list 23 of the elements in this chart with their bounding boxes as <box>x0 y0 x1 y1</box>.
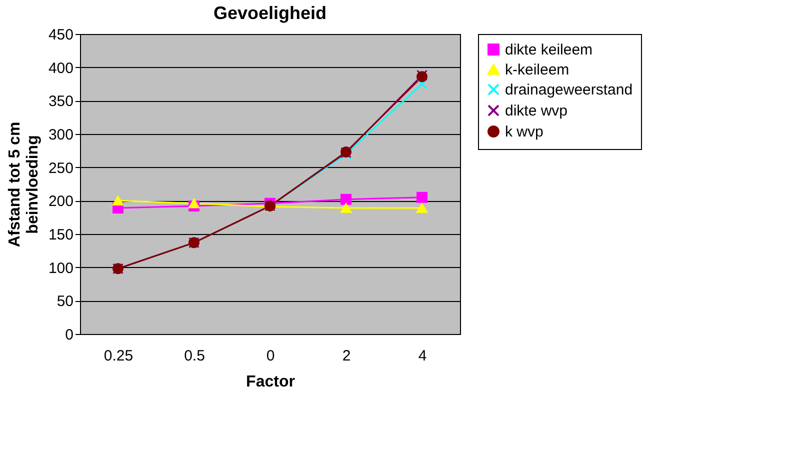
x-tick-label: 2 <box>342 348 351 364</box>
y-tick-label: 200 <box>48 193 74 210</box>
y-tick-label: 350 <box>48 93 74 110</box>
legend-label: drainageweerstand <box>505 82 633 98</box>
y-tick-label: 450 <box>48 26 74 44</box>
x-tick-label: 0.5 <box>184 348 205 364</box>
y-tick-label: 100 <box>48 260 74 277</box>
y-axis-title: Afstand tot 5 cm beinvloeding <box>6 122 42 248</box>
legend-label: k-keileem <box>505 62 570 78</box>
legend-label: k wvp <box>505 124 544 140</box>
y-tick-label: 300 <box>48 126 74 144</box>
legend-label: dikte wvp <box>505 102 568 120</box>
x-tick-label: 0.25 <box>104 348 134 364</box>
x-tick-label: 0 <box>266 348 275 364</box>
legend-label: dikte keileem <box>505 42 593 58</box>
chart-title: Gevoeligheid <box>213 3 327 23</box>
y-tick-label: 400 <box>48 60 74 77</box>
y-tick-label: 0 <box>65 326 74 344</box>
x-tick-label: 4 <box>418 348 427 364</box>
y-tick-label: 250 <box>48 160 74 177</box>
x-axis-title: Factor <box>246 374 295 390</box>
y-tick-label: 50 <box>56 293 74 310</box>
y-tick-label: 150 <box>48 226 74 244</box>
